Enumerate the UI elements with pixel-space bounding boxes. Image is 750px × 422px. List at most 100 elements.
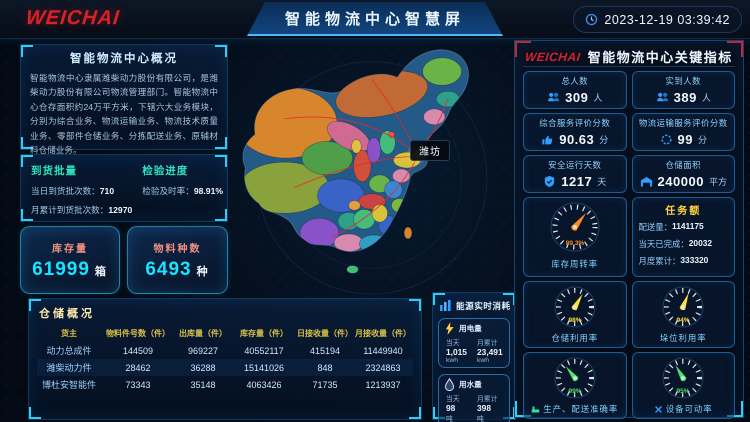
table-row: 动力总成件 144509 969227 40552117 415194 1144… — [37, 342, 413, 359]
overview-title: 智能物流中心概况 — [70, 53, 178, 65]
thumbs-up-icon — [542, 135, 553, 145]
electricity-card: 用电量 当天 1,015 kwh 月累计 23,491 kwh — [438, 318, 510, 368]
gauge: 98% — [554, 286, 596, 328]
production-icon — [532, 406, 540, 412]
datetime-chip: 2023-12-19 03:39:42 — [573, 6, 742, 33]
table-cell: 11449940 — [363, 345, 403, 356]
stat-value: 1217 — [561, 174, 593, 189]
table-cell: 415194 — [309, 345, 341, 356]
arrival-today-label: 当日到货批次数： — [31, 186, 100, 196]
inspection-column: 检验进度 检验及时率：98.91% — [142, 163, 223, 223]
table-header: 月接收量（件） — [355, 329, 411, 338]
arrival-today-value: 710 — [99, 186, 115, 196]
table-cell: 144509 — [122, 345, 154, 356]
stat-value: 389 — [673, 90, 697, 105]
gauge: 95% — [662, 357, 704, 399]
datetime-text: 2023-12-19 03:39:42 — [604, 12, 730, 27]
col-value: 1,015 — [446, 347, 467, 357]
stat-title: 总人数 — [561, 76, 589, 86]
arrival-column: 到货批量 当日到货批次数：710 月累计到货批次数：12970 — [31, 163, 132, 223]
stat-title: 仓储面积 — [665, 160, 701, 170]
col-label: 当天 — [446, 396, 460, 403]
stat-unit: 分 — [697, 135, 707, 145]
energy-title: 能源实时消耗 — [456, 300, 511, 311]
energy-panel: 能源实时消耗 用电量 当天 1,015 kwh 月累计 23,491 kwh — [432, 292, 516, 422]
water-card: 用水量 当天 98 吨 月累计 398 吨 — [438, 374, 510, 422]
gauge-needle — [675, 365, 687, 382]
arrival-month-value: 12970 — [108, 205, 133, 215]
gauge: 94% — [662, 286, 704, 328]
col-value: 98 — [446, 403, 456, 413]
table-header: 出库量（件） — [179, 329, 227, 338]
stat-card-storage-area: 仓储面积 240000 平方 — [631, 155, 735, 193]
stat-card-service-score: 综合服务评价分数 90.63 分 — [523, 113, 627, 151]
gauge-label: 库存周转率 — [551, 259, 599, 269]
inventory-total-card: 库存量 61999 箱 — [20, 226, 120, 294]
shield-icon — [545, 175, 555, 188]
stat-unit: 人 — [701, 93, 711, 103]
task-label: 配送量： — [638, 222, 673, 232]
storage-table: 货主 物料件号数（件） 出库量（件） 库存量（件） 日接收量（件） 月接收量（件… — [29, 325, 421, 393]
col-label: 月累计 — [477, 396, 498, 403]
table-cell: 40552117 — [244, 345, 284, 356]
gauge-value: 89.3% — [566, 240, 585, 247]
gauge-label: 生产、配送准确率 — [543, 404, 619, 414]
stat-card-total-people: 总人数 309 人 — [523, 71, 627, 109]
arrival-inspection-panel: 到货批量 当日到货批次数：710 月累计到货批次数：12970 检验进度 检验及… — [20, 154, 228, 222]
inspection-rate-value: 98.91% — [193, 186, 223, 196]
gauge: 99% — [554, 357, 596, 399]
energy-header: 能源实时消耗 — [433, 293, 515, 312]
china-map[interactable]: 潍坊 — [226, 40, 518, 296]
material-types-number: 6493 — [145, 258, 192, 280]
gauge-value: 95% — [677, 388, 690, 395]
gauge-value: 94% — [677, 317, 690, 324]
material-types-title: 物料种数 — [153, 243, 202, 255]
storage-overview-panel: 仓储概况 货主 物料件号数（件） 出库量（件） 库存量（件） 日接收量（件） 月… — [28, 298, 422, 420]
gauge-card-delivery-accuracy: 99% 生产、配送准确率 — [523, 352, 627, 419]
col-value: 23,491 — [477, 347, 503, 357]
table-cell: 848 — [317, 362, 333, 373]
inspection-rate: 检验及时率：98.91% — [142, 185, 223, 197]
stat-title: 安全运行天数 — [548, 160, 602, 170]
top-header: WEICHAI 智能物流中心智慧屏 2023-12-19 03:39:42 — [0, 0, 750, 39]
table-cell: 2324863 — [365, 362, 401, 373]
inventory-total-number: 61999 — [32, 258, 90, 280]
clock-icon — [586, 13, 598, 26]
stat-value: 240000 — [657, 174, 704, 189]
water-month: 月累计 398 吨 — [474, 393, 505, 422]
inventory-total-value: 61999 箱 — [32, 259, 108, 281]
table-cell: 潍柴动力件 — [46, 363, 92, 373]
gauge-card-equipment-availability: 95% 设备可动率 — [631, 352, 735, 419]
page-title: 智能物流中心智慧屏 — [284, 10, 465, 28]
water-today: 当天 98 吨 — [443, 393, 474, 422]
task-row: 当天已完成： 20032 — [639, 238, 729, 250]
gauge-card-slot-utilization: 94% 垛位利用率 — [631, 281, 735, 348]
col-value: 398 — [477, 403, 491, 413]
gauge-needle — [570, 212, 586, 231]
task-row: 月度累计： 333320 — [639, 255, 729, 267]
col-unit: kwh — [446, 357, 459, 364]
table-cell: 1213937 — [365, 379, 401, 390]
gauge-value: 99% — [568, 388, 581, 395]
table-cell: 73343 — [125, 379, 151, 390]
task-value: 20032 — [688, 238, 713, 248]
table-cell: 28462 — [125, 362, 151, 373]
stat-title: 综合服务评价分数 — [539, 118, 611, 128]
col-label: 当天 — [446, 340, 460, 347]
gauge-needle — [571, 294, 583, 311]
table-header-row: 货主 物料件号数（件） 出库量（件） 库存量（件） 日接收量（件） 月接收量（件… — [37, 325, 413, 342]
china-map-svg — [242, 49, 488, 295]
stat-card-present-people: 实到人数 389 人 — [631, 71, 735, 109]
people-icon — [548, 92, 560, 102]
arrival-today: 当日到货批次数：710 — [31, 185, 132, 197]
table-row: 潍柴动力件 28462 36288 15141026 848 2324863 — [37, 359, 413, 376]
water-drop-icon — [444, 378, 455, 391]
equipment-icon — [654, 405, 662, 413]
stat-card-safe-days: 安全运行天数 1217 天 — [523, 155, 627, 193]
material-types-unit: 种 — [196, 265, 210, 278]
electricity-label: 用电量 — [459, 324, 482, 333]
col-unit: 吨 — [446, 416, 453, 422]
stat-unit: 平方 — [708, 177, 727, 187]
overview-panel: 智能物流中心概况 智能物流中心隶属潍柴动力股份有限公司，是潍柴动力股份有限公司物… — [20, 44, 228, 155]
